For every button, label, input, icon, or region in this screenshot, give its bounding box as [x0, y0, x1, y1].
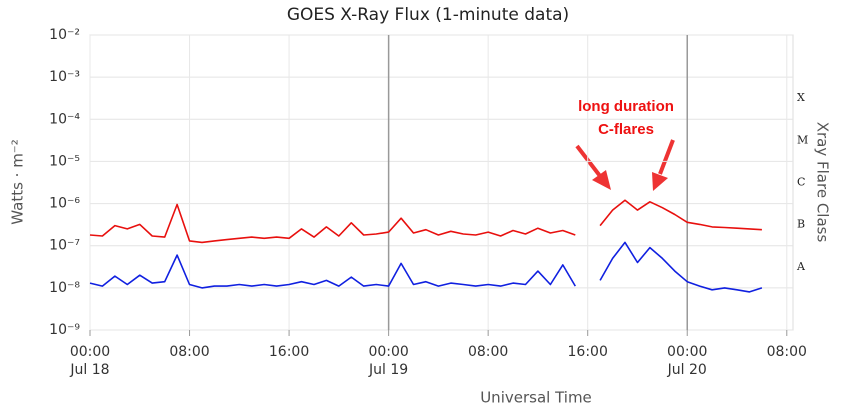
- y-tick-label: 10⁻⁷: [49, 238, 80, 254]
- flare-class-label: X: [797, 91, 805, 104]
- x-tick-label: 00:00: [368, 344, 408, 360]
- y-tick-label: 10⁻⁴: [49, 111, 80, 127]
- y-tick-label: 10⁻⁶: [49, 196, 80, 212]
- day-label: Jul 19: [368, 362, 408, 378]
- y-tick-label: 10⁻³: [49, 69, 80, 85]
- y-tick-label: 10⁻⁹: [49, 322, 80, 338]
- annotation-arrows: [575, 139, 675, 191]
- y2-axis-title: Xray Flare Class: [814, 122, 832, 243]
- chart-title: GOES X-Ray Flux (1-minute data): [287, 5, 569, 25]
- series-line: [599, 199, 762, 231]
- y-tick-label: 10⁻²: [49, 27, 80, 43]
- x-tick-label: 08:00: [767, 344, 807, 360]
- series-line: [89, 203, 576, 244]
- flare-class-label: B: [797, 218, 805, 231]
- y-tick-label: 10⁻⁸: [49, 280, 80, 296]
- x-tick-label: 08:00: [468, 344, 508, 360]
- flare-class-label: M: [797, 133, 808, 146]
- x-axis-title: Universal Time: [480, 389, 592, 407]
- day-label: Jul 18: [69, 362, 109, 378]
- annotation: long duration: [578, 98, 674, 115]
- y-tick-label: 10⁻⁵: [49, 153, 80, 169]
- annotation: C-flares: [598, 121, 654, 138]
- flare-class-label: C: [797, 176, 805, 189]
- series-line: [89, 254, 576, 289]
- y-axis-title: Watts · m⁻²: [9, 139, 27, 225]
- day-label: Jul 20: [667, 362, 707, 378]
- x-tick-label: 16:00: [269, 344, 309, 360]
- x-tick-label: 08:00: [169, 344, 209, 360]
- x-tick-label: 16:00: [568, 344, 608, 360]
- x-tick-label: 00:00: [70, 344, 110, 360]
- series-line: [599, 241, 763, 293]
- flare-class-label: A: [796, 260, 806, 273]
- x-tick-label: 00:00: [667, 344, 707, 360]
